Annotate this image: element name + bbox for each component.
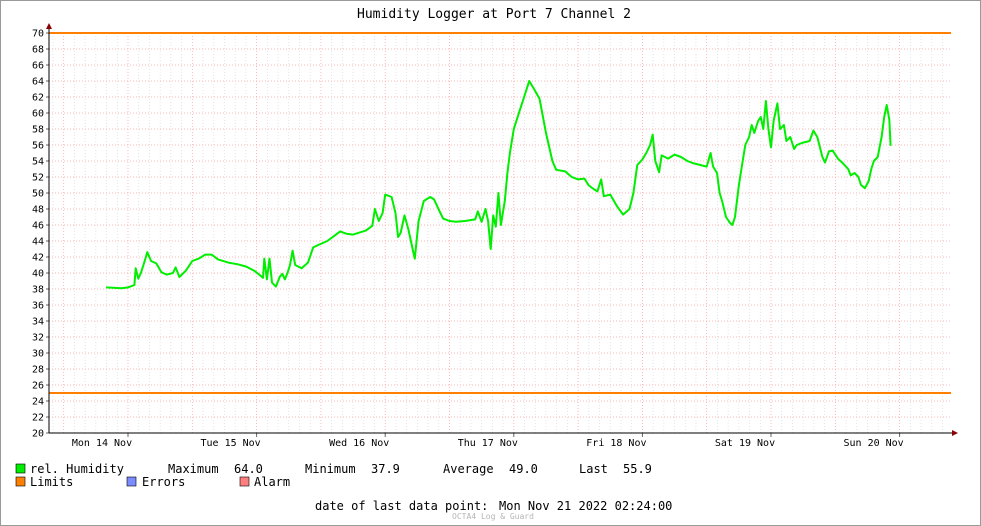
x-tick-label: Tue 15 Nov — [200, 438, 260, 449]
y-axis-arrow — [46, 23, 52, 29]
y-tick-label: 36 — [32, 301, 44, 312]
y-tick-label: 32 — [32, 333, 44, 344]
last-value: 55.9 — [623, 462, 652, 476]
x-tick-label: Mon 14 Nov — [72, 438, 132, 449]
y-tick-label: 56 — [32, 141, 44, 152]
errors-legend-swatch — [126, 476, 137, 487]
maximum-label: Maximum — [168, 462, 219, 476]
y-tick-label: 40 — [32, 269, 44, 280]
axes — [46, 23, 958, 437]
y-tick-label: 30 — [32, 349, 44, 360]
y-tick-label: 64 — [32, 77, 44, 88]
x-tick-label: Fri 18 Nov — [586, 438, 646, 449]
y-tick-label: 54 — [32, 157, 44, 168]
y-tick-label: 28 — [32, 365, 44, 376]
x-tick-label: Wed 16 Nov — [329, 438, 389, 449]
credit-watermark: OCTA4 Log & Guard — [452, 512, 534, 521]
y-tick-label: 68 — [32, 45, 44, 56]
last-label: Last — [579, 462, 608, 476]
y-tick-label: 50 — [32, 189, 44, 200]
y-tick-label: 34 — [32, 317, 44, 328]
alarm-legend-label: Alarm — [254, 475, 290, 489]
y-tick-label: 42 — [32, 253, 44, 264]
limits-legend-swatch — [15, 476, 26, 487]
x-axis-arrow — [952, 430, 958, 436]
y-tick-label: 26 — [32, 381, 44, 392]
y-tick-label: 62 — [32, 93, 44, 104]
legend: rel. Humidity Maximum 64.0 Minimum 37.9 … — [15, 462, 652, 489]
humidity-legend-label: rel. Humidity — [30, 462, 124, 476]
last-point-label: date of last data point: — [315, 499, 488, 513]
alarm-legend-swatch — [239, 476, 250, 487]
x-tick-label: Thu 17 Nov — [458, 438, 518, 449]
y-tick-label: 46 — [32, 221, 44, 232]
humidity-legend-swatch — [15, 463, 26, 474]
y-tick-label: 38 — [32, 285, 44, 296]
x-tick-label: Sat 19 Nov — [715, 438, 775, 449]
tick-labels: 20 22 24 26 28 30 32 34 36 38 40 42 44 46 48 50 52 54 56 58… — [32, 29, 904, 450]
last-point-value: Mon Nov 21 2022 02:24:00 — [499, 499, 672, 513]
y-tick-label: 66 — [32, 61, 44, 72]
minimum-label: Minimum — [305, 462, 356, 476]
minimum-value: 37.9 — [371, 462, 400, 476]
errors-legend-label: Errors — [142, 475, 185, 489]
limit-lines — [49, 32, 951, 394]
limits-legend-label: Limits — [30, 475, 73, 489]
chart-title: Humidity Logger at Port 7 Channel 2 — [357, 7, 631, 22]
grid — [49, 32, 951, 433]
y-tick-label: 24 — [32, 397, 44, 408]
y-tick-label: 70 — [32, 29, 44, 40]
y-tick-label: 22 — [32, 413, 44, 424]
y-tick-label: 60 — [32, 109, 44, 120]
maximum-value: 64.0 — [234, 462, 263, 476]
average-value: 49.0 — [509, 462, 538, 476]
x-tick-label: Sun 20 Nov — [843, 438, 903, 449]
y-tick-label: 52 — [32, 173, 44, 184]
humidity-series-line — [106, 80, 892, 290]
y-tick-label: 48 — [32, 205, 44, 216]
average-label: Average — [443, 462, 494, 476]
series-layer — [106, 80, 892, 290]
y-tick-label: 58 — [32, 125, 44, 136]
y-tick-label: 44 — [32, 237, 44, 248]
y-tick-label: 20 — [32, 429, 44, 440]
